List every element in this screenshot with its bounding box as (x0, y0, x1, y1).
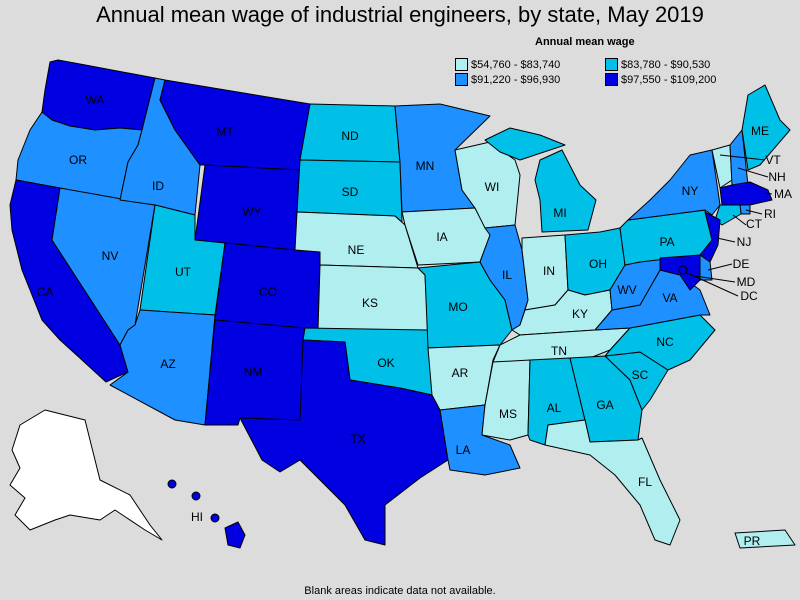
label-MA: MA (774, 187, 792, 201)
label-DE: DE (733, 257, 750, 271)
state-AK[interactable] (9, 409, 163, 541)
label-MT: MT (216, 125, 234, 139)
label-NJ: NJ (737, 235, 752, 249)
label-KY: KY (572, 307, 588, 321)
label-ID: ID (152, 179, 164, 193)
label-MS: MS (499, 407, 517, 421)
label-CA: CA (37, 285, 54, 299)
label-NV: NV (102, 249, 119, 263)
label-OR: OR (69, 153, 87, 167)
state-ID[interactable] (119, 77, 201, 216)
legend-item-low: $54,760 - $83,740 (455, 58, 605, 71)
legend-label-mid-high: $91,220 - $96,930 (471, 73, 561, 86)
label-MN: MN (416, 159, 435, 173)
state-TX[interactable] (239, 339, 449, 546)
label-IN: IN (543, 264, 555, 278)
legend-swatch-high (605, 73, 618, 86)
legend-label-mid-low: $83,780 - $90,530 (621, 58, 711, 71)
label-GA: GA (596, 398, 613, 412)
state-NY[interactable] (627, 149, 721, 221)
label-NY: NY (682, 184, 699, 198)
label-ME: ME (751, 124, 769, 138)
label-MI: MI (553, 206, 566, 220)
legend-swatch-mid-low (605, 58, 618, 71)
label-AR: AR (452, 366, 469, 380)
legend-item-mid-low: $83,780 - $90,530 (605, 58, 755, 71)
label-MO: MO (448, 300, 467, 314)
label-IL: IL (502, 268, 512, 282)
label-VA: VA (662, 291, 677, 305)
label-CO: CO (259, 285, 277, 299)
label-NM: NM (244, 365, 263, 379)
state-HI[interactable] (224, 521, 246, 549)
legend-swatch-mid-high (455, 73, 468, 86)
label-WV: WV (617, 283, 636, 297)
state-RI[interactable] (739, 204, 751, 215)
label-NH: NH (768, 170, 785, 184)
state-MI[interactable] (534, 149, 597, 233)
label-SC: SC (632, 368, 649, 382)
label-MD: MD (737, 275, 756, 289)
label-SD: SD (342, 185, 359, 199)
legend-label-low: $54,760 - $83,740 (471, 58, 561, 71)
state-ME[interactable] (741, 84, 791, 171)
label-TN: TN (551, 344, 567, 358)
legend-label-high: $97,550 - $109,200 (621, 73, 717, 86)
label-FL: FL (638, 475, 652, 489)
state-HI-kauai[interactable] (167, 479, 177, 489)
label-PR: PR (744, 534, 761, 548)
label-NC: NC (656, 335, 674, 349)
label-CT: CT (746, 217, 763, 231)
state-HI-oahu[interactable] (191, 491, 201, 501)
footnote: Blank areas indicate data not available. (304, 585, 496, 597)
label-RI: RI (764, 207, 776, 221)
label-VT: VT (765, 153, 781, 167)
legend-title: Annual mean wage (535, 36, 635, 48)
label-ND: ND (341, 129, 359, 143)
map-title: Annual mean wage of industrial engineers… (96, 2, 704, 27)
label-KS: KS (362, 296, 378, 310)
label-LA: LA (456, 443, 471, 457)
state-HI-maui[interactable] (210, 513, 220, 523)
label-IA: IA (436, 230, 447, 244)
label-WI: WI (485, 180, 500, 194)
label-NE: NE (348, 243, 365, 257)
legend: Annual mean wage $54,760 - $83,740 $83,7… (455, 36, 755, 86)
label-leader-lines (684, 154, 773, 297)
label-WA: WA (86, 93, 105, 107)
legend-item-mid-high: $91,220 - $96,930 (455, 73, 605, 86)
label-PA: PA (659, 235, 674, 249)
label-UT: UT (175, 265, 192, 279)
state-PR[interactable] (734, 529, 796, 549)
label-DC: DC (740, 289, 758, 303)
label-TX: TX (350, 432, 365, 446)
state-MA[interactable] (719, 181, 773, 206)
label-WY: WY (242, 205, 261, 219)
label-AL: AL (547, 401, 562, 415)
state-MI-up[interactable] (484, 127, 566, 161)
label-HI: HI (191, 510, 203, 524)
legend-swatch-low (455, 58, 468, 71)
label-OK: OK (377, 356, 394, 370)
label-AZ: AZ (160, 357, 175, 371)
legend-item-high: $97,550 - $109,200 (605, 73, 755, 86)
state-FL[interactable] (544, 419, 681, 546)
label-OH: OH (589, 257, 607, 271)
